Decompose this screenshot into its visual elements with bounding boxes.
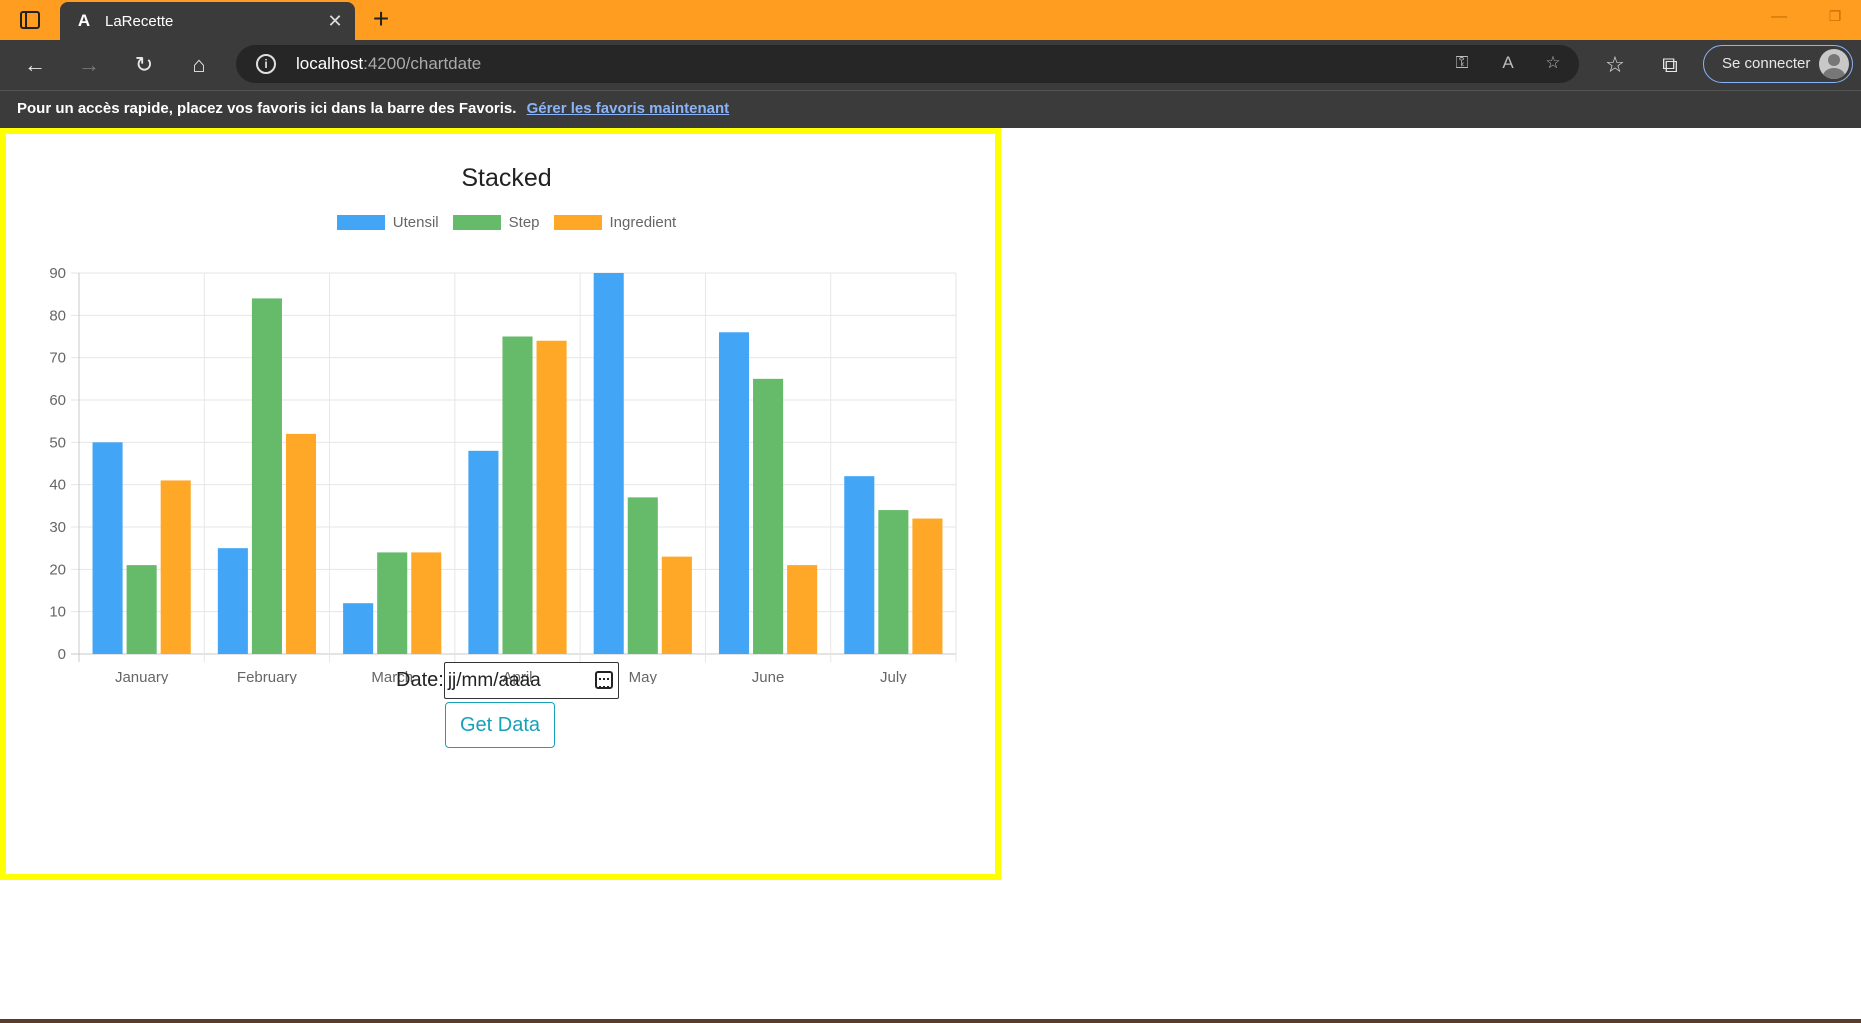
refresh-icon[interactable]: ↻ bbox=[134, 52, 154, 77]
y-tick-label: 90 bbox=[49, 265, 66, 282]
date-label: Date: bbox=[396, 669, 444, 691]
legend-item-utensil[interactable]: Utensil bbox=[336, 214, 439, 231]
bar-chart: 0 10 20 30 40 50 60 70 80 90 January February March A… bbox=[49, 265, 957, 684]
read-aloud-icon[interactable]: A bbox=[1502, 53, 1514, 72]
key-icon[interactable]: ⚿ bbox=[1455, 53, 1469, 72]
y-tick-label: 30 bbox=[49, 519, 66, 536]
bar-utensil-january bbox=[92, 442, 123, 654]
forward-icon[interactable]: → bbox=[78, 52, 100, 77]
x-tick-label: April bbox=[502, 669, 532, 684]
y-tick-label: 10 bbox=[49, 604, 66, 621]
legend-swatch bbox=[452, 215, 501, 230]
url-text[interactable]: localhost:4200/chartdate bbox=[296, 54, 482, 73]
bar-step-march bbox=[377, 552, 408, 654]
title-bar: A LaRecette ✕ + — ❐ bbox=[0, 0, 1861, 40]
y-tick-label: 20 bbox=[49, 561, 66, 578]
bar-utensil-february bbox=[217, 548, 248, 654]
manage-favorites-link[interactable]: Gérer les favoris maintenant bbox=[526, 100, 730, 117]
legend-swatch bbox=[336, 215, 385, 230]
bar-ingredient-may bbox=[661, 556, 692, 654]
legend-label: Ingredient bbox=[609, 214, 677, 231]
bar-step-april bbox=[502, 336, 533, 654]
site-info-icon[interactable]: i bbox=[256, 54, 276, 74]
x-tick-label: March bbox=[371, 669, 413, 684]
y-tick-label: 60 bbox=[49, 392, 66, 409]
date-form: Date: jj/mm/aaaa bbox=[396, 662, 619, 699]
favorites-icon[interactable]: ☆ bbox=[1605, 52, 1625, 77]
angular-favicon-icon: A bbox=[77, 11, 91, 30]
bar-ingredient-july bbox=[912, 518, 943, 654]
bar-ingredient-january bbox=[160, 480, 191, 654]
y-tick-label: 80 bbox=[49, 307, 66, 324]
address-bar[interactable]: i localhost:4200/chartdate ⚿ A ☆ bbox=[236, 45, 1579, 83]
x-tick-label: May bbox=[629, 669, 658, 684]
browser-toolbar: ← → ↻ ⌂ i localhost:4200/chartdate ⚿ A ☆… bbox=[0, 40, 1861, 90]
get-data-button[interactable]: Get Data bbox=[445, 702, 555, 748]
close-tab-icon[interactable]: ✕ bbox=[327, 11, 343, 31]
date-placeholder: jj/mm/aaaa bbox=[447, 670, 541, 691]
chart-title: Stacked bbox=[461, 164, 552, 192]
bar-utensil-april bbox=[468, 450, 499, 654]
browser-tab[interactable]: A LaRecette ✕ bbox=[60, 2, 355, 40]
legend-label: Utensil bbox=[392, 214, 439, 231]
legend-label: Step bbox=[508, 214, 540, 231]
bar-ingredient-february bbox=[285, 433, 317, 654]
bar-step-january bbox=[126, 565, 157, 654]
chart-legend: Utensil Step Ingredient bbox=[6, 214, 1007, 231]
minimize-icon[interactable]: — bbox=[1771, 8, 1787, 25]
restore-icon[interactable]: ❐ bbox=[1828, 8, 1842, 24]
legend-swatch bbox=[553, 215, 602, 230]
legend-item-step[interactable]: Step bbox=[452, 214, 540, 231]
bar-step-may bbox=[627, 497, 658, 654]
y-tick-label: 50 bbox=[49, 434, 66, 451]
add-favorite-icon[interactable]: ☆ bbox=[1545, 53, 1561, 72]
tab-actions-icon[interactable] bbox=[14, 8, 46, 32]
home-icon[interactable]: ⌂ bbox=[192, 52, 206, 77]
collections-icon[interactable]: ⧉ bbox=[1662, 52, 1678, 77]
taskbar-edge bbox=[0, 1019, 1861, 1023]
legend-item-ingredient[interactable]: Ingredient bbox=[553, 214, 677, 231]
bar-step-june bbox=[753, 378, 784, 654]
bar-ingredient-june bbox=[787, 565, 818, 654]
y-tick-label: 70 bbox=[49, 350, 66, 367]
favorites-bar-message: Pour un accès rapide, placez vos favoris… bbox=[17, 100, 517, 117]
favorites-bar: Pour un accès rapide, placez vos favoris… bbox=[0, 90, 1861, 128]
y-tick-label: 40 bbox=[49, 477, 66, 494]
bar-utensil-march bbox=[343, 603, 374, 654]
bar-ingredient-march bbox=[411, 552, 442, 654]
date-input[interactable]: jj/mm/aaaa bbox=[443, 662, 619, 699]
x-tick-label: July bbox=[880, 669, 907, 684]
tab-title: LaRecette bbox=[105, 12, 174, 30]
bar-ingredient-april bbox=[536, 340, 567, 654]
bar-utensil-july bbox=[844, 476, 875, 654]
bar-utensil-may bbox=[593, 273, 624, 654]
x-tick-label: January bbox=[115, 669, 169, 684]
x-tick-label: June bbox=[752, 669, 785, 684]
bar-utensil-june bbox=[718, 332, 750, 654]
signin-button[interactable]: Se connecter bbox=[1703, 45, 1853, 83]
y-tick-label: 0 bbox=[58, 646, 66, 663]
x-tick-label: February bbox=[237, 669, 298, 684]
bar-step-february bbox=[251, 298, 282, 654]
avatar-icon bbox=[1819, 49, 1849, 79]
bar-step-july bbox=[878, 510, 909, 654]
new-tab-icon[interactable]: + bbox=[372, 3, 390, 34]
calendar-icon[interactable] bbox=[594, 671, 613, 689]
back-icon[interactable]: ← bbox=[24, 52, 46, 77]
chart-container: Stacked Utensil Step Ingredient 0 10 20 30 40 5… bbox=[0, 128, 1001, 880]
